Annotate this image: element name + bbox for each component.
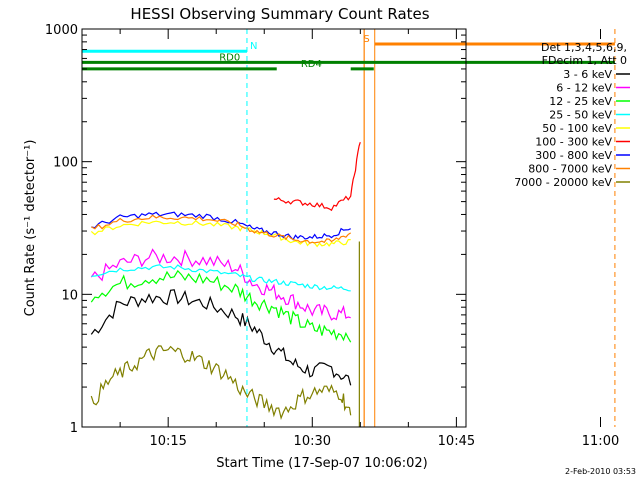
x-tick-label-10-30: 10:30 <box>294 434 331 449</box>
series-line-7000-20000-kev <box>90 345 352 420</box>
legend-label-12-25-kev: 12 - 25 keV <box>549 95 612 108</box>
series-line-800-7000-kev <box>91 214 352 244</box>
y-tick-label-10: 10 <box>61 288 78 303</box>
series-layer <box>90 29 365 427</box>
flag-label-rd0: RD0 <box>219 52 240 63</box>
legend-label-7000-20000-kev: 7000 - 20000 keV <box>514 176 612 189</box>
series-line-6-12-kev <box>90 248 351 321</box>
generation-timestamp: 2-Feb-2010 03:53 <box>565 467 636 476</box>
legend-label-3-6-kev: 3 - 6 keV <box>563 68 612 81</box>
series-12-25-kev <box>90 269 352 343</box>
legend-header-line-2: FDecim 1, Att 0 <box>542 54 627 67</box>
series-line-25-50-kev <box>91 264 351 292</box>
legend-header-line-1: Det 1,3,4,5,6,9, <box>541 41 627 54</box>
series-line-3-6-kev <box>90 289 352 386</box>
axis-layer: 110100100010:1510:3010:4511:0011:1511:30… <box>45 23 619 449</box>
series-line-100-300-kev <box>273 142 361 212</box>
legend-label-100-300-kev: 100 - 300 keV <box>535 136 612 149</box>
series-line-12-25-kev <box>90 269 352 343</box>
legend-label-50-100-kev: 50 - 100 keV <box>542 122 612 135</box>
flag-rd4: RD4 <box>82 59 374 71</box>
series-25-50-kev <box>91 264 351 292</box>
legend-label-6-12-kev: 6 - 12 keV <box>556 82 612 95</box>
flag-layer: N S RD0 RD4 <box>82 34 615 71</box>
y-axis-label: Count Rate (s⁻¹ detector⁻¹) <box>23 140 38 317</box>
series-300-800-kev <box>91 211 351 241</box>
x-tick-label-10-15: 10:15 <box>149 434 186 449</box>
flag-label-s: S <box>363 34 369 45</box>
series-line-300-800-kev <box>91 211 351 241</box>
legend-label-25-50-kev: 25 - 50 keV <box>549 109 612 122</box>
y-tick-label-100: 100 <box>53 156 78 171</box>
flag-n: N <box>82 41 257 53</box>
flag-s: S <box>363 34 615 46</box>
x-axis-label: Start Time (17-Sep-07 10:06:02) <box>216 456 427 471</box>
flag-label-rd4: RD4 <box>301 59 322 70</box>
x-tick-label-11-00: 11:00 <box>582 434 619 449</box>
x-tick-label-10-45: 10:45 <box>438 434 475 449</box>
series-800-7000-kev <box>91 214 352 244</box>
flag-label-n: N <box>250 41 257 52</box>
series-100-300-kev <box>273 142 361 212</box>
legend-label-300-800-kev: 300 - 800 keV <box>535 149 612 162</box>
chart-title: HESSI Observing Summary Count Rates <box>130 5 429 23</box>
legend-label-800-7000-kev: 800 - 7000 keV <box>528 163 612 176</box>
flag-rd0: RD0 <box>82 52 615 64</box>
series-7000-20000-kev <box>90 345 352 420</box>
y-tick-label-1: 1 <box>70 421 78 436</box>
y-tick-label-1000: 1000 <box>45 23 78 38</box>
series-3-6-kev <box>90 289 352 386</box>
series-6-12-kev <box>90 248 351 321</box>
plot-frame <box>81 28 467 428</box>
legend: Det 1,3,4,5,6,9, FDecim 1, Att 0 3 - 6 k… <box>514 41 630 189</box>
